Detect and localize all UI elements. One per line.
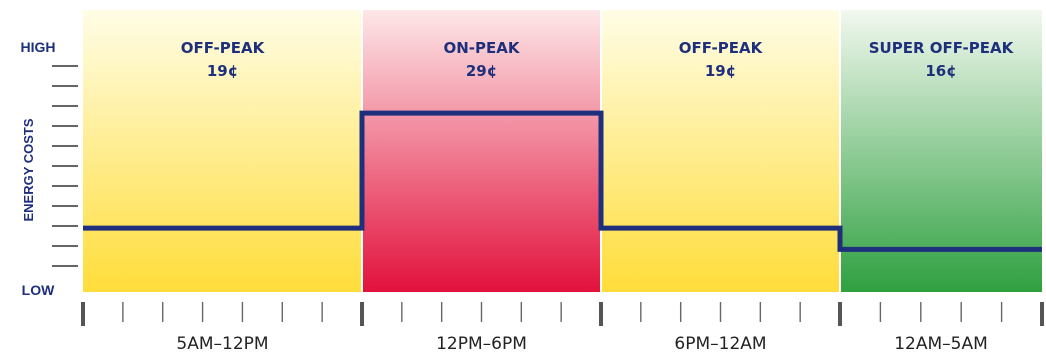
band-3-price: 19¢ bbox=[705, 62, 736, 80]
band-4-background bbox=[840, 10, 1042, 292]
band-4-name: SUPER OFF-PEAK bbox=[869, 39, 1015, 57]
band-1-background bbox=[83, 10, 362, 292]
band-4-price: 16¢ bbox=[925, 62, 956, 80]
y-axis-high-label: HIGH bbox=[21, 39, 56, 55]
band-2-price: 29¢ bbox=[466, 62, 497, 80]
band-3-background bbox=[601, 10, 840, 292]
band-2-background bbox=[362, 10, 601, 292]
band-1-price: 19¢ bbox=[207, 62, 238, 80]
band-2-time: 12PM–6PM bbox=[436, 334, 527, 354]
band-4-time: 12AM–5AM bbox=[894, 334, 988, 354]
y-axis-title: ENERGY COSTS bbox=[21, 118, 36, 221]
band-3-name: OFF-PEAK bbox=[679, 39, 764, 57]
band-1-name: OFF-PEAK bbox=[181, 39, 266, 57]
band-1-time: 5AM–12PM bbox=[176, 334, 268, 354]
band-3-time: 6PM–12AM bbox=[674, 334, 766, 354]
y-axis-low-label: LOW bbox=[22, 282, 55, 298]
band-2-name: ON-PEAK bbox=[443, 39, 520, 57]
energy-cost-step-line bbox=[83, 110, 1042, 252]
